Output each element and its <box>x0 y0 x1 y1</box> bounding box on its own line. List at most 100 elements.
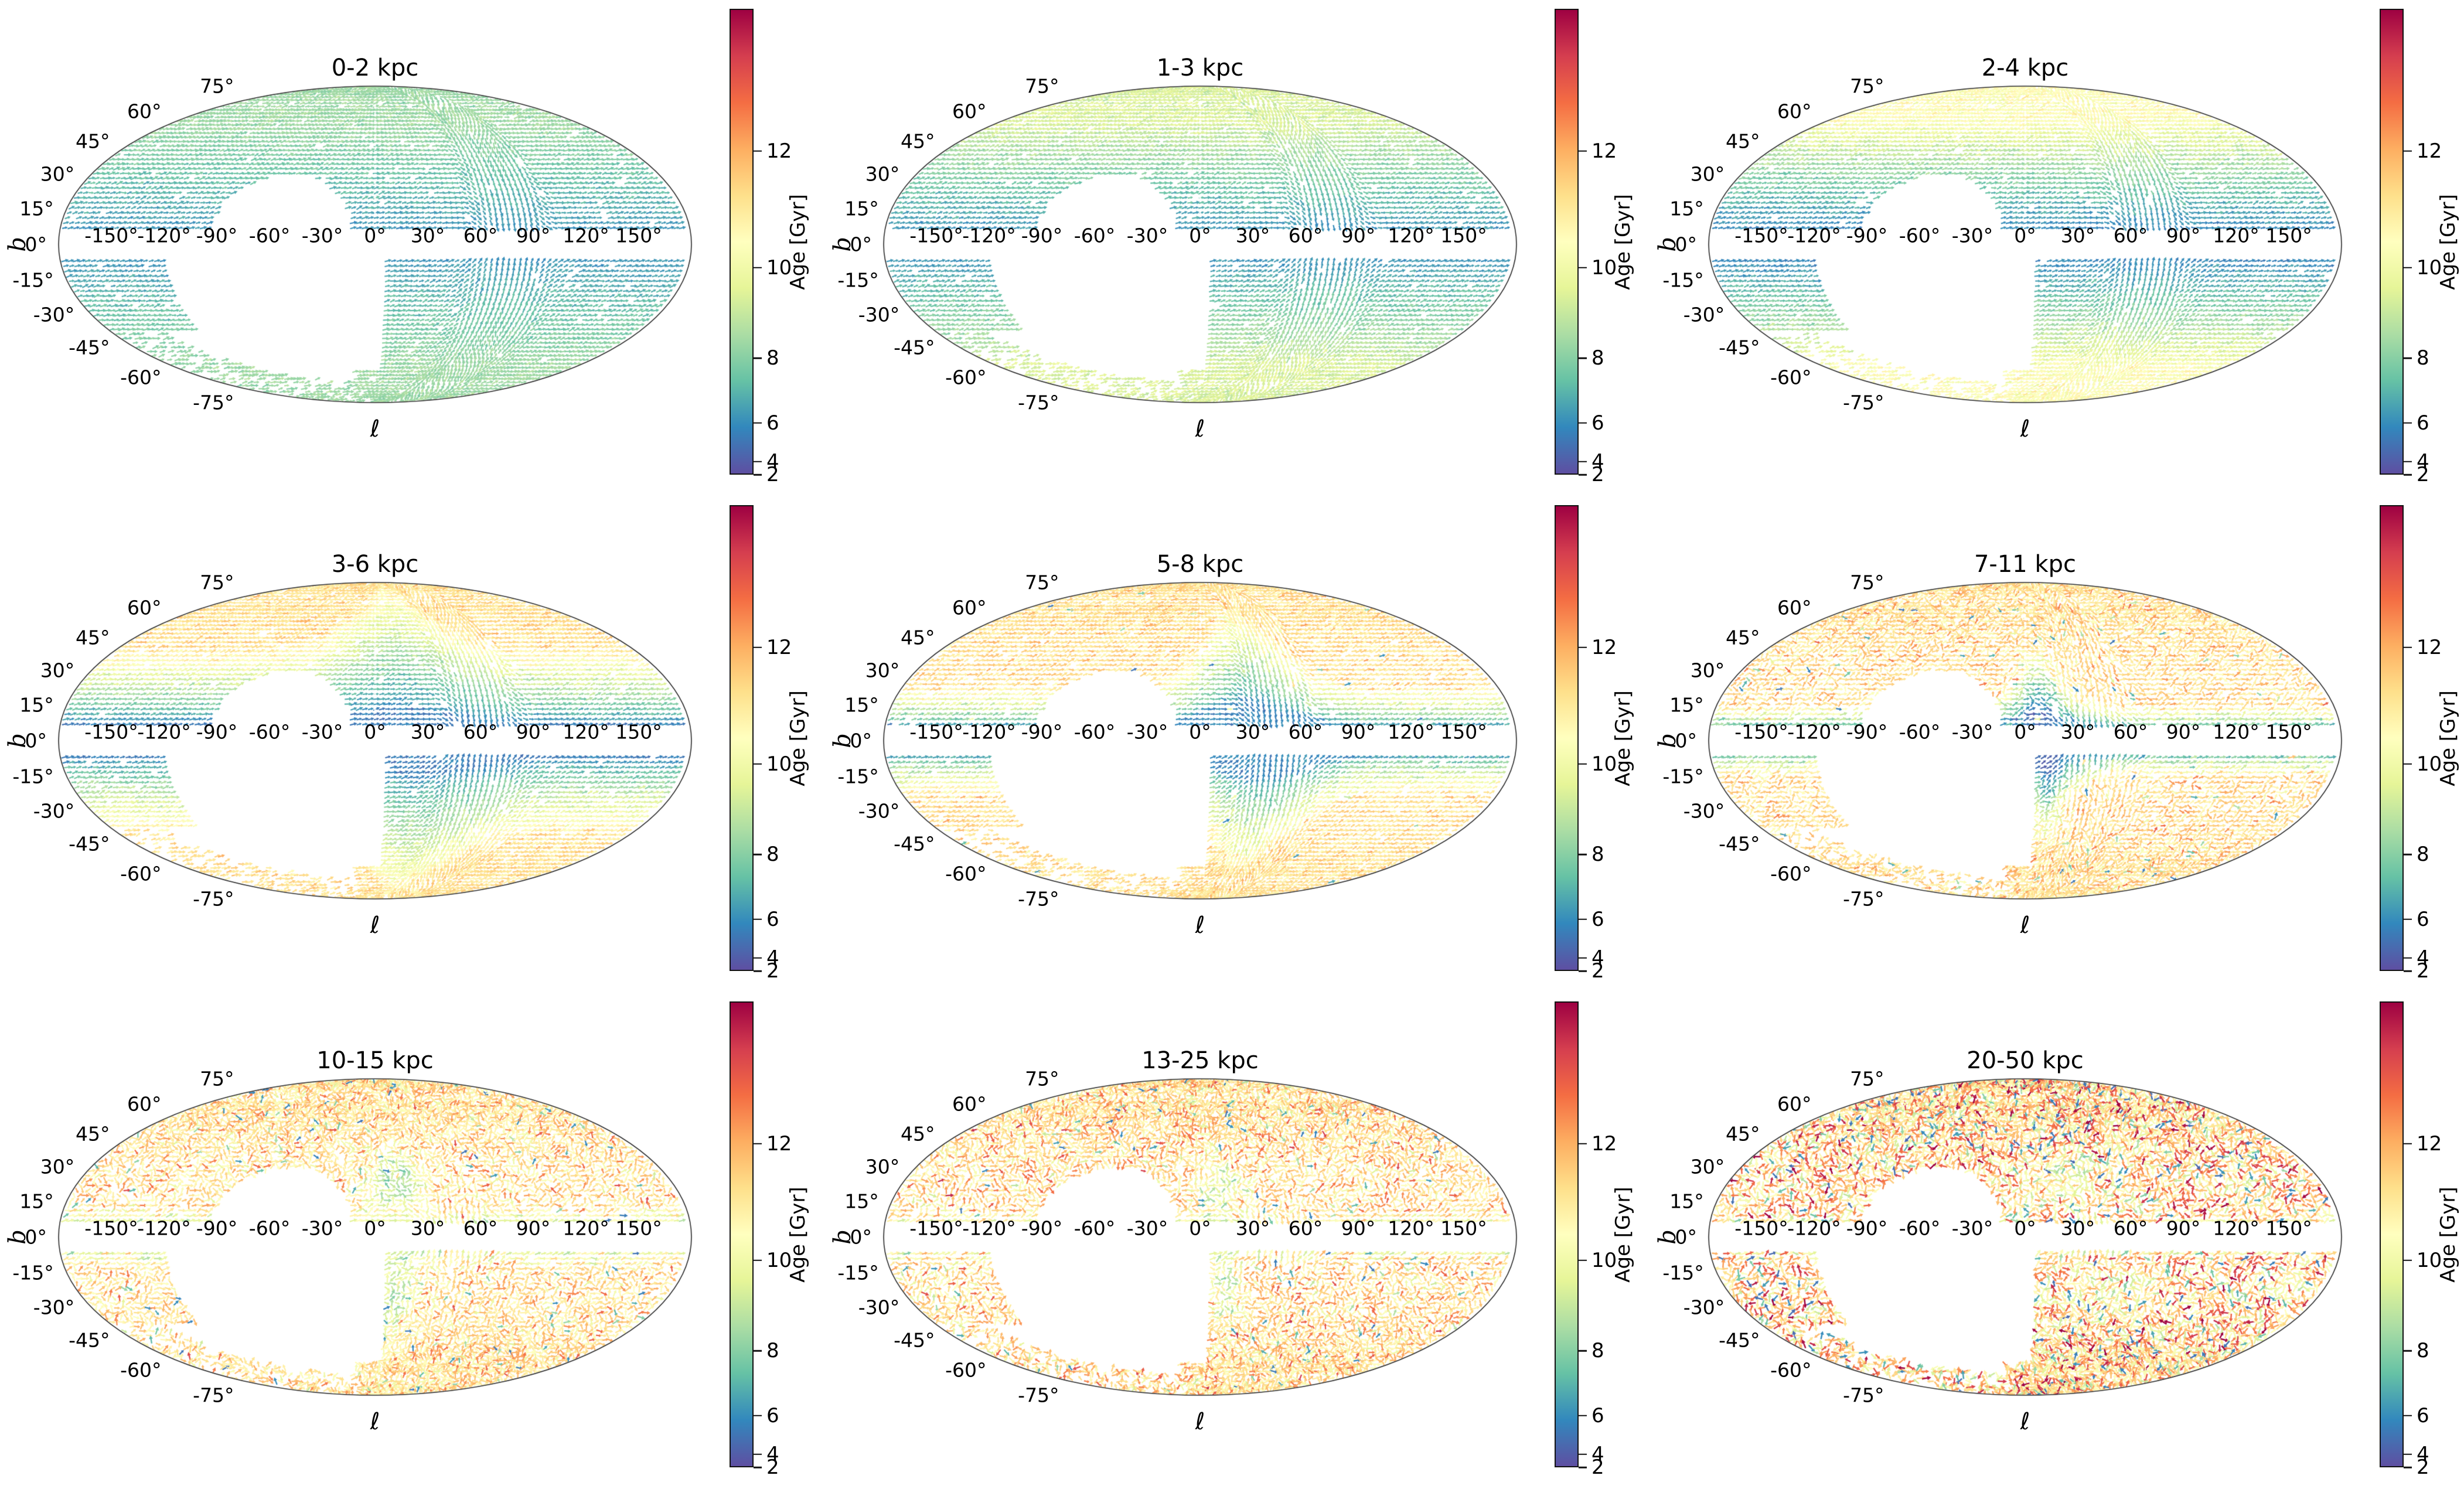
sky-map-panel: 5-8 kpc 75° 60° 45° 30° 15° 0° -15° -30° -45° -60… <box>825 496 1647 993</box>
lat-tick-label: -45° <box>894 1328 935 1352</box>
x-axis-label: ℓ <box>370 1408 380 1435</box>
colorbar <box>1555 505 1579 971</box>
lat-tick-label: -75° <box>1018 391 1059 414</box>
colorbar-tick-label: 6 <box>766 1403 779 1427</box>
colorbar-tick-mark <box>754 970 762 972</box>
lat-tick-label: 60° <box>127 596 162 619</box>
lat-tick-label: -15° <box>837 268 879 292</box>
colorbar-tick-mark <box>1579 957 1587 959</box>
lat-tick-label: -45° <box>69 336 110 359</box>
lat-tick-label: -75° <box>193 887 234 911</box>
lon-tick-label: 30° <box>410 1217 445 1240</box>
lat-tick-label: 15° <box>19 1190 54 1213</box>
lat-tick-label: 0° <box>1675 729 1698 752</box>
colorbar-tick-label: 2 <box>766 959 779 983</box>
lon-tick-label: -60° <box>1899 720 1941 744</box>
lon-tick-label: -150° <box>1734 720 1788 744</box>
colorbar-gradient <box>731 506 752 970</box>
lat-tick-label: 75° <box>1850 571 1884 594</box>
colorbar-tick-mark <box>754 150 762 152</box>
colorbar-tick-mark <box>2404 1466 2412 1468</box>
y-axis-label: b <box>4 733 31 748</box>
colorbar-axis-label: Age [Gyr] <box>2436 1186 2460 1283</box>
colorbar-axis-label: Age [Gyr] <box>2436 690 2460 786</box>
lat-tick-label: 60° <box>1777 596 1812 619</box>
colorbar-tick-mark <box>754 1143 762 1145</box>
lat-tick-label: 75° <box>200 74 234 98</box>
colorbar-tick-mark <box>2404 1415 2412 1416</box>
lat-tick-label: -75° <box>193 391 234 414</box>
colorbar-axis-label: Age [Gyr] <box>786 193 810 290</box>
lat-tick-label: -60° <box>945 1358 987 1382</box>
lon-tick-label: -30° <box>1126 1217 1168 1240</box>
sky-map-panel: 20-50 kpc 75° 60° 45° 30° 15° 0° -15° -30° -45° -… <box>1650 993 2464 1489</box>
lat-tick-label: -60° <box>1770 1358 1812 1382</box>
colorbar-tick-label: 6 <box>766 411 779 435</box>
colorbar-tick-label: 8 <box>1591 843 1604 867</box>
lat-tick-label: 30° <box>865 659 900 682</box>
mollweide-quiver-map <box>0 993 822 1489</box>
lon-tick-label: -30° <box>301 720 343 744</box>
colorbar-tick-label: 2 <box>1591 463 1604 486</box>
x-axis-label: ℓ <box>1195 415 1205 442</box>
mollweide-quiver-map <box>825 993 1647 1489</box>
lat-tick-label: -60° <box>945 862 987 885</box>
y-axis-label: b <box>1654 237 1681 252</box>
colorbar-tick-mark <box>2404 1259 2412 1261</box>
lat-tick-label: 45° <box>901 1122 935 1146</box>
sky-map-panel: 10-15 kpc 75° 60° 45° 30° 15° 0° -15° -30° -45° -… <box>0 993 822 1489</box>
colorbar-tick-mark <box>754 461 762 463</box>
colorbar-tick-label: 4 <box>2417 1442 2429 1466</box>
lat-tick-label: 75° <box>200 1067 234 1091</box>
lat-tick-label: 15° <box>1669 693 1704 717</box>
colorbar-tick-mark <box>1579 422 1587 424</box>
colorbar-tick-label: 6 <box>1591 411 1604 435</box>
y-axis-label: b <box>829 1229 856 1245</box>
lon-tick-label: 30° <box>1235 720 1270 744</box>
lat-tick-label: 15° <box>1669 197 1704 220</box>
lat-tick-label: -75° <box>1843 1384 1884 1407</box>
lon-tick-label: -30° <box>1951 1217 1993 1240</box>
lat-tick-label: 15° <box>844 1190 879 1213</box>
lat-tick-label: 75° <box>1025 1067 1059 1091</box>
lat-tick-label: 15° <box>19 197 54 220</box>
lat-tick-label: -30° <box>1683 799 1725 823</box>
lon-tick-label: 150° <box>2265 1217 2312 1240</box>
lon-tick-label: -120° <box>137 224 191 247</box>
colorbar-tick-mark <box>2404 970 2412 972</box>
x-axis-label: ℓ <box>2020 1408 2030 1435</box>
colorbar-tick-label: 12 <box>766 1132 792 1156</box>
lat-tick-label: 30° <box>40 162 75 186</box>
lat-tick-label: -30° <box>858 303 900 326</box>
lon-tick-label: 90° <box>2166 1217 2201 1240</box>
lat-tick-label: 45° <box>76 1122 110 1146</box>
colorbar-tick-label: 12 <box>2417 139 2442 163</box>
lon-tick-label: -30° <box>301 224 343 247</box>
colorbar-tick-mark <box>754 422 762 424</box>
mollweide-quiver-map <box>1650 496 2464 993</box>
colorbar-axis-label: Age [Gyr] <box>1611 690 1635 786</box>
lon-tick-label: -120° <box>962 224 1016 247</box>
lat-tick-label: -30° <box>1683 303 1725 326</box>
colorbar-tick-mark <box>1579 150 1587 152</box>
lon-tick-label: 150° <box>2265 720 2312 744</box>
lat-tick-label: 60° <box>127 1092 162 1116</box>
lon-tick-label: 90° <box>1341 224 1376 247</box>
lat-tick-label: -45° <box>894 832 935 856</box>
colorbar <box>2380 1001 2404 1467</box>
colorbar <box>1555 1001 1579 1467</box>
colorbar-tick-label: 6 <box>2417 1403 2429 1427</box>
colorbar-tick-mark <box>754 1350 762 1352</box>
lat-tick-label: 0° <box>850 729 873 752</box>
lon-tick-label: -150° <box>84 720 138 744</box>
colorbar-tick-label: 2 <box>2417 959 2429 983</box>
lon-tick-label: 60° <box>463 1217 498 1240</box>
lon-tick-label: -30° <box>1126 224 1168 247</box>
lon-tick-label: -120° <box>1787 720 1841 744</box>
lon-tick-label: 150° <box>2265 224 2312 247</box>
lon-tick-label: 30° <box>2060 224 2095 247</box>
lat-tick-label: -15° <box>837 1261 879 1284</box>
mollweide-quiver-map <box>0 496 822 993</box>
colorbar-tick-label: 8 <box>766 1339 779 1363</box>
colorbar <box>730 9 754 475</box>
